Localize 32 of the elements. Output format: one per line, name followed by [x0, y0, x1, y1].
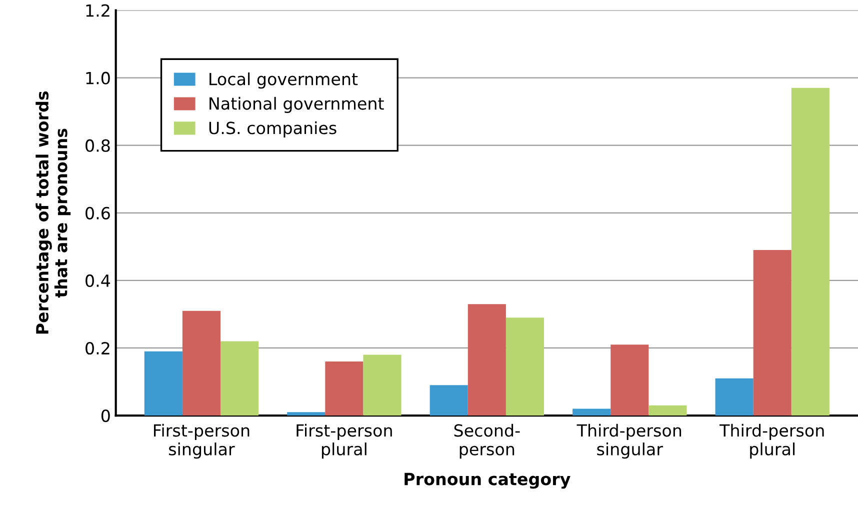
bar: [363, 354, 402, 416]
bar: [715, 378, 754, 416]
bar: [468, 304, 506, 416]
legend-label: U.S. companies: [209, 121, 336, 138]
x-tick-label: First-person singular: [154, 424, 250, 459]
bar: [430, 385, 468, 416]
legend-label: National government: [210, 96, 384, 114]
x-axis-title: Pronoun category: [404, 472, 570, 489]
x-tick-label: Third-person plural: [719, 424, 824, 459]
x-tick-label: First-person plural: [296, 424, 392, 459]
y-tick-label: 0.4: [86, 274, 110, 288]
bar: [648, 405, 687, 416]
bar: [753, 250, 792, 416]
bar: [182, 310, 220, 416]
legend-label: Local government: [210, 72, 358, 89]
bar: [610, 344, 649, 416]
y-tick-label: 0.2: [86, 342, 110, 355]
y-tick-label: 0: [101, 409, 110, 422]
y-tick-label: 1.0: [86, 72, 110, 84]
y-axis-title: Percentage of total words that are pronouns: [36, 91, 71, 334]
bar: [791, 88, 830, 416]
y-tick-label: 0.6: [86, 206, 110, 220]
bar: [287, 412, 326, 416]
bar: [144, 351, 182, 416]
x-tick-label: Second- person: [454, 424, 520, 459]
bar: [506, 318, 544, 416]
bar: [220, 341, 259, 416]
y-tick-label: 1.2: [86, 4, 110, 17]
bar: [325, 361, 364, 416]
bar: [572, 408, 611, 416]
x-tick-label: Third-person singular: [576, 424, 682, 459]
y-tick-label: 0.8: [86, 139, 110, 152]
